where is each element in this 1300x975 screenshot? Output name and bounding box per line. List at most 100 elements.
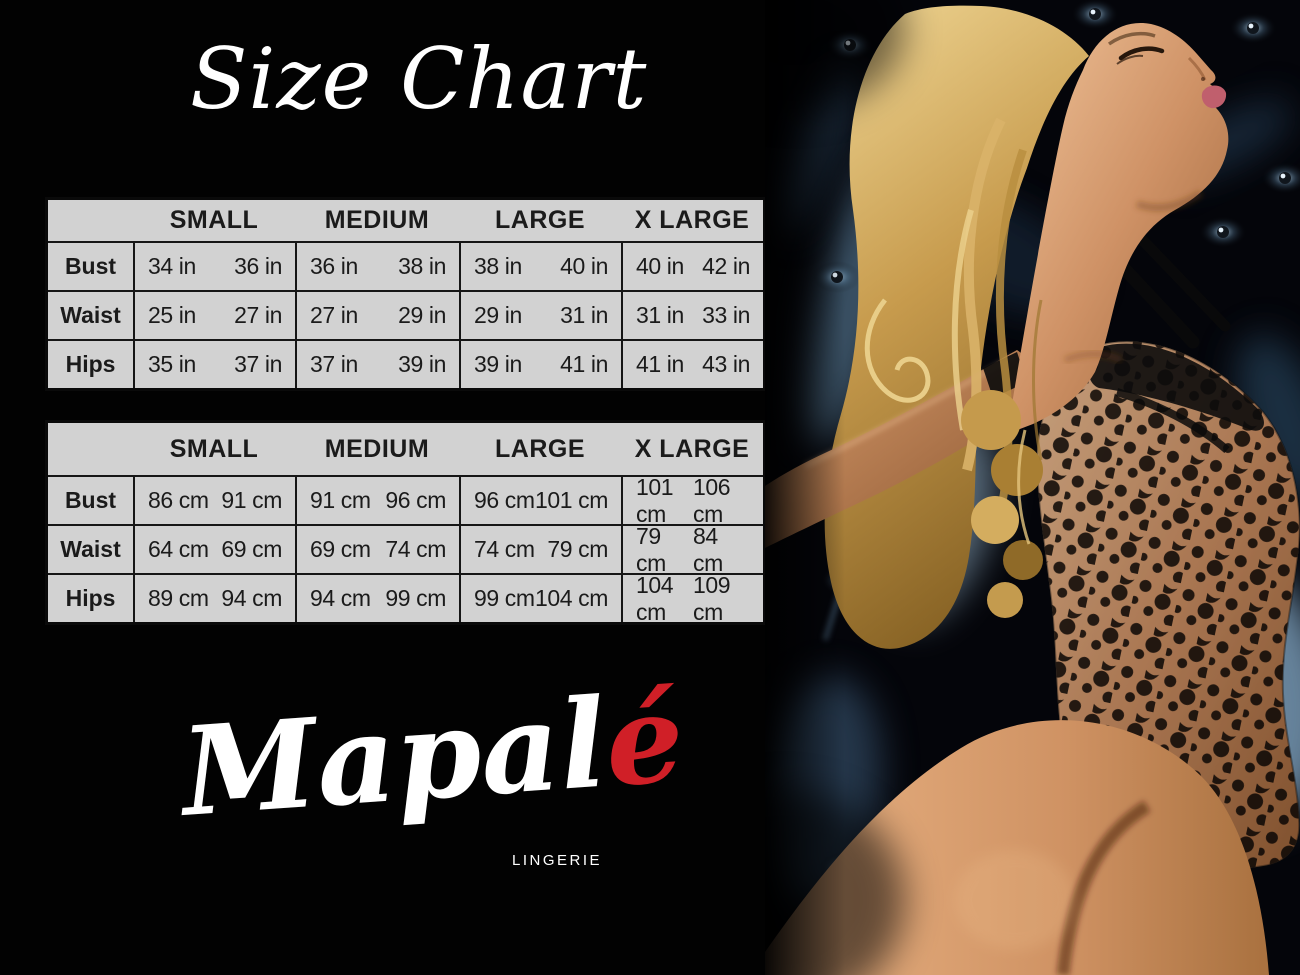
column-header-xlarge: X LARGE bbox=[634, 434, 750, 463]
table-cell: 25 in 27 in bbox=[133, 290, 295, 339]
size-value: 43 in bbox=[702, 351, 750, 377]
size-value: 36 in bbox=[310, 253, 358, 279]
brand-tagline: LINGERIE bbox=[512, 852, 603, 869]
size-value: 84 cm bbox=[693, 524, 723, 573]
hair-front-curls bbox=[864, 117, 1043, 618]
size-value: 64 cm bbox=[148, 536, 209, 562]
size-value: 96 cm bbox=[474, 487, 535, 513]
size-value: 69 cm bbox=[310, 536, 371, 562]
table-cell: 37 in 39 in bbox=[295, 339, 459, 388]
table-cell: 74 cm 79 cm bbox=[459, 524, 621, 573]
column-header-large: LARGE bbox=[495, 206, 585, 234]
size-value: 104 cm bbox=[534, 585, 608, 611]
size-value: 94 cm bbox=[221, 585, 282, 611]
size-value: 109 cm bbox=[693, 573, 731, 622]
table-cell: 69 cm 74 cm bbox=[295, 524, 459, 573]
model-face bbox=[1007, 22, 1229, 434]
size-value: 106 cm bbox=[693, 475, 731, 524]
size-value: 37 in bbox=[234, 351, 282, 377]
size-value: 99 cm bbox=[474, 585, 535, 611]
row-label-bust: Bust bbox=[48, 475, 133, 524]
table-cell: 89 cm 94 cm bbox=[133, 573, 295, 622]
size-value: 89 cm bbox=[148, 585, 209, 611]
table-cell: 34 in 36 in bbox=[133, 241, 295, 290]
table-cell: 41 in 43 in bbox=[621, 339, 763, 388]
column-header-medium: MEDIUM bbox=[324, 434, 430, 463]
size-value: 79 cm bbox=[636, 524, 666, 573]
size-value: 36 in bbox=[234, 253, 282, 279]
eyebrow bbox=[1107, 31, 1156, 46]
lips bbox=[1201, 85, 1227, 109]
table-cell: 36 in 38 in bbox=[295, 241, 459, 290]
table-cell: 99 cm 104 cm bbox=[459, 573, 621, 622]
size-value: 27 in bbox=[310, 302, 358, 328]
size-value: 35 in bbox=[148, 351, 196, 377]
column-header-small: SMALL bbox=[169, 206, 259, 234]
size-value: 86 cm bbox=[148, 487, 209, 513]
size-value: 104 cm bbox=[636, 573, 674, 622]
size-value: 38 in bbox=[398, 253, 446, 279]
size-value: 101 cm bbox=[636, 475, 674, 524]
size-table-centimeters: SMALL MEDIUM LARGE X LARGE Bust 86 cm 91… bbox=[45, 420, 766, 625]
table-cell: 40 in 42 in bbox=[621, 241, 763, 290]
table-cell: 79 cm 84 cm bbox=[621, 524, 763, 573]
model-photo bbox=[765, 0, 1300, 975]
column-header-small: SMALL bbox=[169, 434, 259, 463]
row-label-bust: Bust bbox=[48, 241, 133, 290]
row-label-hips: Hips bbox=[48, 573, 133, 622]
brand-logo-accent: é bbox=[600, 665, 689, 815]
size-value: 79 cm bbox=[547, 536, 608, 562]
page-title: Size Chart bbox=[190, 30, 648, 128]
size-value: 31 in bbox=[636, 302, 684, 328]
table-cell: 94 cm 99 cm bbox=[295, 573, 459, 622]
size-value: 38 in bbox=[474, 253, 522, 279]
brand-logo-main: Mapal bbox=[176, 670, 611, 844]
table-cell: 101 cm 106 cm bbox=[621, 475, 763, 524]
size-value: 31 in bbox=[560, 302, 608, 328]
size-value: 39 in bbox=[398, 351, 446, 377]
table-cell: 96 cm 101 cm bbox=[459, 475, 621, 524]
size-value: 37 in bbox=[310, 351, 358, 377]
table-cell: 104 cm 109 cm bbox=[621, 573, 763, 622]
row-label-waist: Waist bbox=[48, 524, 133, 573]
size-value: 33 in bbox=[702, 302, 750, 328]
size-value: 25 in bbox=[148, 302, 196, 328]
size-value: 96 cm bbox=[385, 487, 446, 513]
table-corner-cell bbox=[48, 423, 133, 475]
size-value: 91 cm bbox=[310, 487, 371, 513]
table-cell: 29 in 31 in bbox=[459, 290, 621, 339]
table-cell: 86 cm 91 cm bbox=[133, 475, 295, 524]
halter-strap bbox=[1125, 222, 1231, 332]
row-label-hips: Hips bbox=[48, 339, 133, 388]
size-value: 40 in bbox=[560, 253, 608, 279]
size-value: 29 in bbox=[398, 302, 446, 328]
closed-eye-lashes bbox=[1118, 46, 1165, 61]
column-header-large: LARGE bbox=[495, 434, 585, 463]
table-cell: 31 in 33 in bbox=[621, 290, 763, 339]
size-value: 40 in bbox=[636, 253, 684, 279]
size-value: 69 cm bbox=[221, 536, 282, 562]
table-cell: 38 in 40 in bbox=[459, 241, 621, 290]
size-value: 101 cm bbox=[534, 487, 608, 513]
size-value: 29 in bbox=[474, 302, 522, 328]
table-cell: 64 cm 69 cm bbox=[133, 524, 295, 573]
size-value: 91 cm bbox=[221, 487, 282, 513]
model-figure bbox=[765, 5, 1300, 975]
column-header-medium: MEDIUM bbox=[324, 206, 430, 234]
table-cell: 27 in 29 in bbox=[295, 290, 459, 339]
size-value: 41 in bbox=[636, 351, 684, 377]
size-value: 74 cm bbox=[474, 536, 535, 562]
size-value: 39 in bbox=[474, 351, 522, 377]
size-value: 34 in bbox=[148, 253, 196, 279]
table-cell: 39 in 41 in bbox=[459, 339, 621, 388]
size-table-inches: SMALL MEDIUM LARGE X LARGE Bust 34 in 36… bbox=[45, 197, 766, 391]
table-corner-cell bbox=[48, 200, 133, 241]
row-label-waist: Waist bbox=[48, 290, 133, 339]
brand-logo: Mapalé bbox=[177, 665, 688, 844]
table-cell: 91 cm 96 cm bbox=[295, 475, 459, 524]
size-value: 27 in bbox=[234, 302, 282, 328]
size-value: 99 cm bbox=[385, 585, 446, 611]
size-value: 41 in bbox=[560, 351, 608, 377]
table-cell: 35 in 37 in bbox=[133, 339, 295, 388]
